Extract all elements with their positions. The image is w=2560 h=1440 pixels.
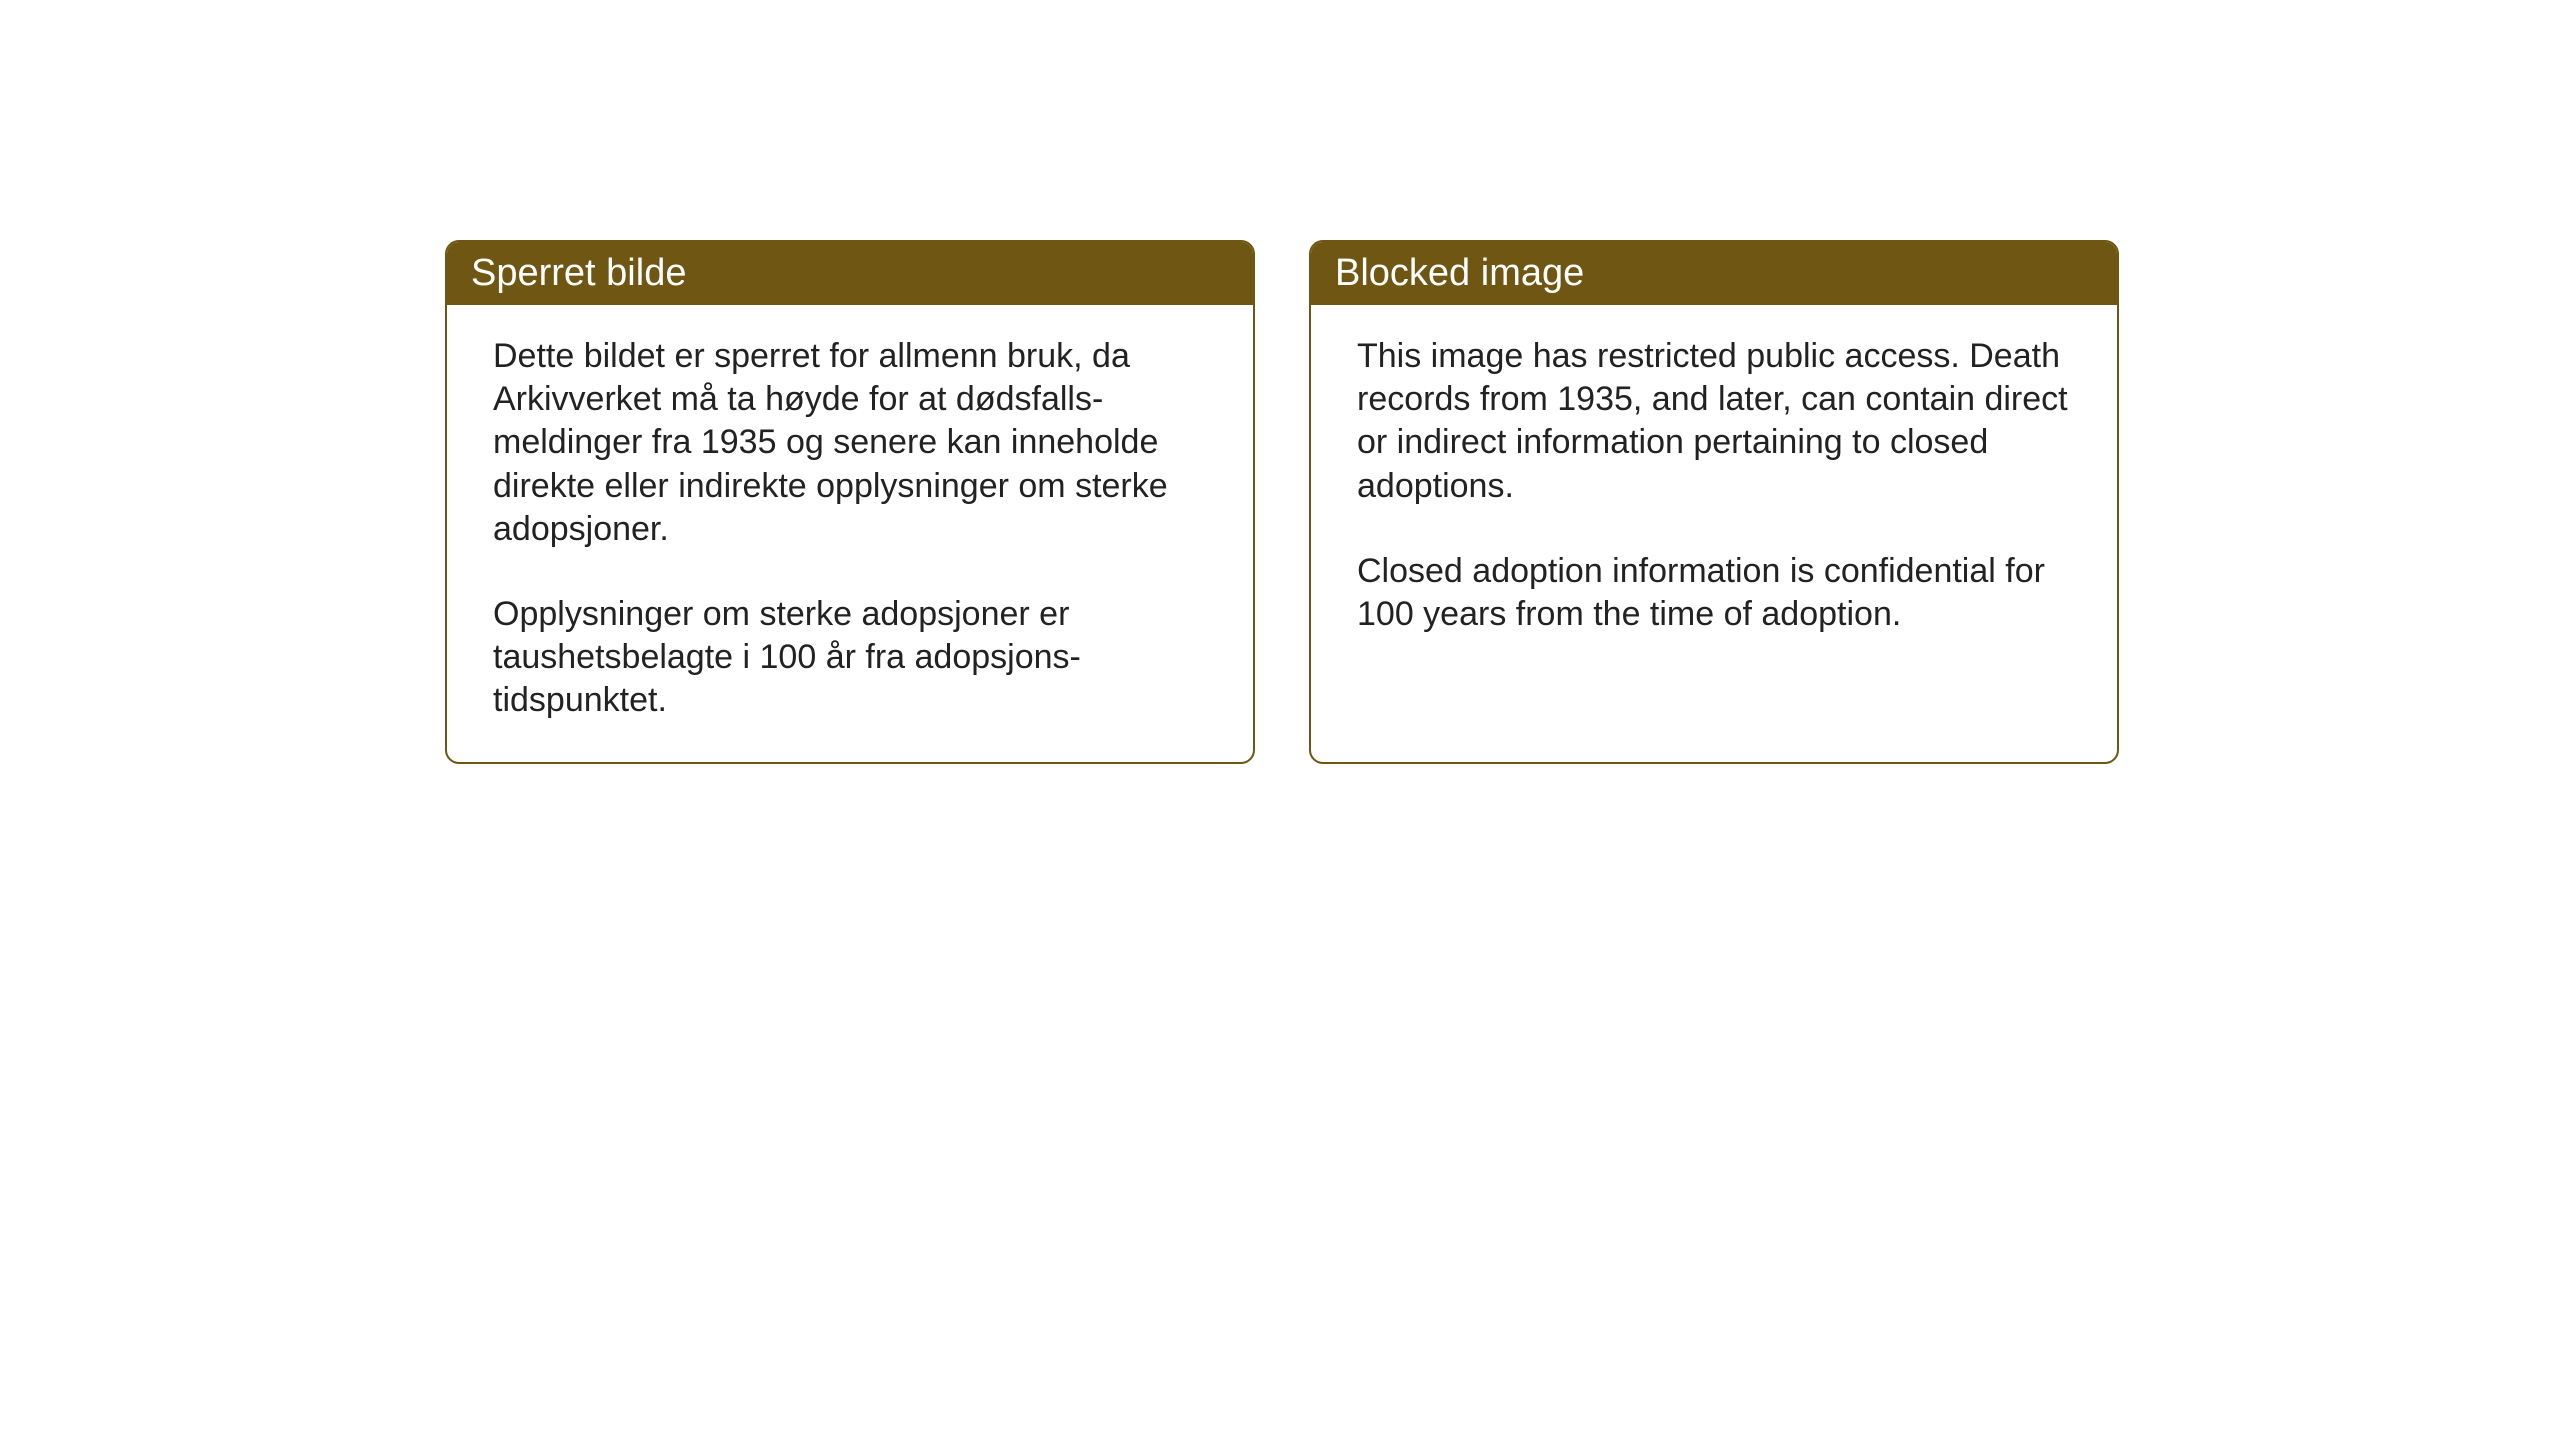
notice-header-english: Blocked image — [1311, 242, 2117, 305]
notice-body-norwegian: Dette bildet er sperret for allmenn bruk… — [447, 305, 1253, 762]
notice-title-norwegian: Sperret bilde — [471, 252, 686, 294]
notice-header-norwegian: Sperret bilde — [447, 242, 1253, 305]
notice-paragraph-1-norwegian: Dette bildet er sperret for allmenn bruk… — [493, 335, 1207, 551]
notice-card-english: Blocked image This image has restricted … — [1309, 240, 2119, 764]
notice-container: Sperret bilde Dette bildet er sperret fo… — [445, 240, 2119, 764]
notice-card-norwegian: Sperret bilde Dette bildet er sperret fo… — [445, 240, 1255, 764]
notice-paragraph-2-english: Closed adoption information is confident… — [1357, 550, 2071, 636]
notice-body-english: This image has restricted public access.… — [1311, 305, 2117, 676]
notice-paragraph-1-english: This image has restricted public access.… — [1357, 335, 2071, 508]
notice-paragraph-2-norwegian: Opplysninger om sterke adopsjoner er tau… — [493, 593, 1207, 723]
notice-title-english: Blocked image — [1335, 252, 1584, 294]
